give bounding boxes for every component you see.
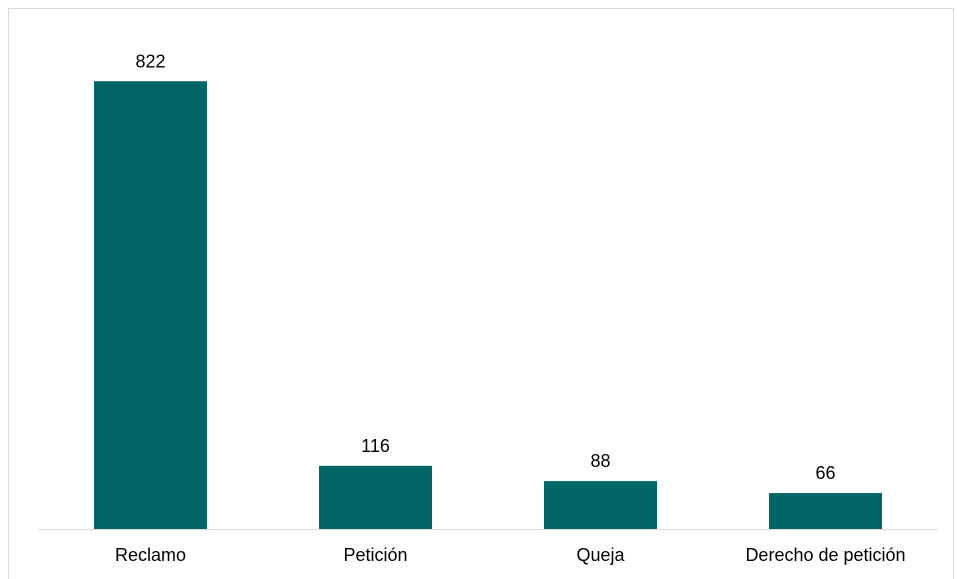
data-label-4: 66: [815, 463, 835, 483]
bar-1: [94, 81, 207, 529]
bar-4: [769, 493, 882, 529]
x-tick-labels-group: Reclamo Petición Queja Derecho de petición: [115, 545, 906, 565]
data-label-1: 822: [135, 51, 165, 71]
x-tick-label-4: Derecho de petición: [745, 545, 905, 565]
x-tick-label-1: Reclamo: [115, 545, 186, 565]
bar-2: [319, 465, 432, 529]
bar-3: [544, 481, 657, 529]
x-tick-label-3: Queja: [576, 545, 625, 565]
bars-group: [94, 81, 882, 529]
data-label-3: 88: [590, 451, 610, 471]
data-label-2: 116: [361, 436, 390, 456]
data-labels-group: 822 116 88 66: [135, 51, 835, 483]
x-tick-label-2: Petición: [343, 545, 407, 565]
